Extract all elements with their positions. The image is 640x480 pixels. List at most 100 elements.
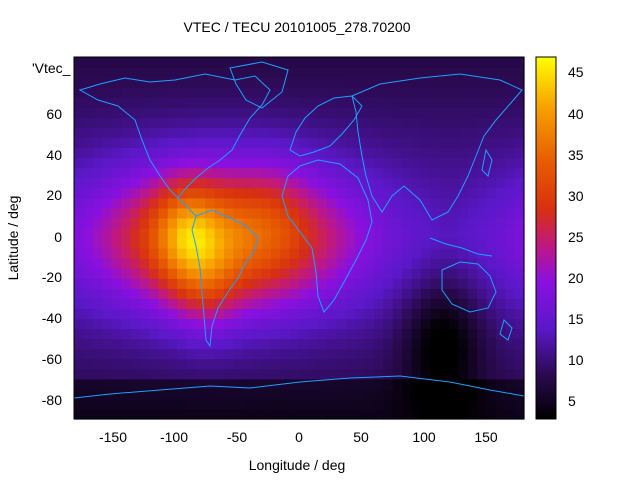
heatmap-cell xyxy=(374,137,384,149)
heatmap-cell xyxy=(224,97,234,108)
heatmap-cell xyxy=(242,107,253,118)
heatmap-cell xyxy=(261,147,272,159)
heatmap-cell xyxy=(336,308,347,320)
heatmap-cell xyxy=(420,408,431,420)
heatmap-cell xyxy=(486,328,497,340)
heatmap-cell xyxy=(430,157,441,169)
heatmap-cell xyxy=(364,328,375,340)
heatmap-cell xyxy=(402,227,413,239)
heatmap-cell xyxy=(120,137,131,149)
heatmap-cell xyxy=(130,137,141,149)
heatmap-cell xyxy=(92,197,103,209)
heatmap-cell xyxy=(458,378,469,390)
heatmap-cell xyxy=(186,388,197,400)
heatmap-cell xyxy=(449,368,459,380)
heatmap-cell xyxy=(336,408,347,420)
heatmap-cell xyxy=(308,127,319,139)
heatmap-cell xyxy=(345,248,356,259)
coastline-asia xyxy=(351,73,523,221)
heatmap-cell xyxy=(430,57,441,68)
heatmap-cell xyxy=(83,258,94,269)
heatmap-cell xyxy=(120,298,131,309)
heatmap-cell xyxy=(495,217,506,229)
heatmap-cell xyxy=(477,308,488,320)
heatmap-cell xyxy=(83,107,94,118)
heatmap-cell xyxy=(439,117,450,128)
heatmap-cell xyxy=(83,187,94,199)
heatmap-cell xyxy=(383,298,394,309)
heatmap-cell xyxy=(261,238,272,249)
heatmap-cell xyxy=(327,77,338,88)
heatmap-cell xyxy=(458,137,469,149)
heatmap-cell xyxy=(280,278,291,289)
heatmap-cell xyxy=(130,268,141,279)
heatmap-cell xyxy=(83,157,94,169)
heatmap-cell xyxy=(195,107,206,118)
y-axis-label: Latitude / deg xyxy=(5,196,21,281)
heatmap-cell xyxy=(186,338,197,350)
heatmap-cell xyxy=(299,378,309,390)
heatmap-cell xyxy=(505,298,516,309)
heatmap-cell xyxy=(158,117,169,128)
heatmap-cell xyxy=(270,67,281,78)
heatmap-cell xyxy=(420,207,431,219)
heatmap-cell xyxy=(149,298,159,309)
heatmap-cell xyxy=(327,328,338,340)
heatmap-cell xyxy=(383,268,394,279)
heatmap-cell xyxy=(327,308,338,320)
heatmap-cell xyxy=(449,87,459,98)
heatmap-cell xyxy=(514,278,525,289)
heatmap-cell xyxy=(186,358,197,370)
heatmap-cell xyxy=(289,77,300,88)
heatmap-cell xyxy=(374,248,384,259)
heatmap-cell xyxy=(402,388,413,400)
heatmap-cell xyxy=(364,87,375,98)
heatmap-cell xyxy=(214,217,225,229)
heatmap-cell xyxy=(495,328,506,340)
heatmap-cell xyxy=(270,157,281,169)
heatmap-cell xyxy=(167,328,178,340)
heatmap-cell xyxy=(430,127,441,139)
heatmap-cell xyxy=(139,368,150,380)
heatmap-cell xyxy=(102,268,113,279)
heatmap-cell xyxy=(252,217,263,229)
heatmap-cell xyxy=(383,87,394,98)
heatmap-cell xyxy=(205,107,216,118)
heatmap-cell xyxy=(280,87,291,98)
heatmap-cell xyxy=(345,57,356,68)
heatmap-cell xyxy=(102,368,113,380)
heatmap-cell xyxy=(92,238,103,249)
heatmap-cell xyxy=(83,127,94,139)
heatmap-cell xyxy=(74,177,84,189)
heatmap-cell xyxy=(308,137,319,149)
heatmap-cell xyxy=(458,197,469,209)
heatmap-cell xyxy=(355,318,366,330)
heatmap-cell xyxy=(261,107,272,118)
heatmap-cell xyxy=(289,117,300,128)
heatmap-cell xyxy=(449,398,459,410)
heatmap-cell xyxy=(224,67,234,78)
heatmap-cell xyxy=(74,248,84,259)
heatmap-cell xyxy=(467,77,478,88)
heatmap-cell xyxy=(299,157,309,169)
heatmap-cell xyxy=(233,328,244,340)
heatmap-cell xyxy=(505,278,516,289)
heatmap-cell xyxy=(345,258,356,269)
heatmap-cell xyxy=(242,318,253,330)
heatmap-cell xyxy=(139,137,150,149)
heatmap-cell xyxy=(299,328,309,340)
heatmap-cell xyxy=(252,227,263,239)
heatmap-cell xyxy=(214,388,225,400)
heatmap-cell xyxy=(139,97,150,108)
heatmap-cell xyxy=(102,197,113,209)
heatmap-cell xyxy=(495,107,506,118)
heatmap-cell xyxy=(177,398,188,410)
heatmap-cell xyxy=(327,107,338,118)
heatmap-cell xyxy=(167,157,178,169)
heatmap-cell xyxy=(252,398,263,410)
heatmap-cell xyxy=(477,378,488,390)
heatmap-cell xyxy=(486,338,497,350)
heatmap-cell xyxy=(195,227,206,239)
heatmap-cell xyxy=(83,378,94,390)
heatmap-cell xyxy=(449,147,459,159)
